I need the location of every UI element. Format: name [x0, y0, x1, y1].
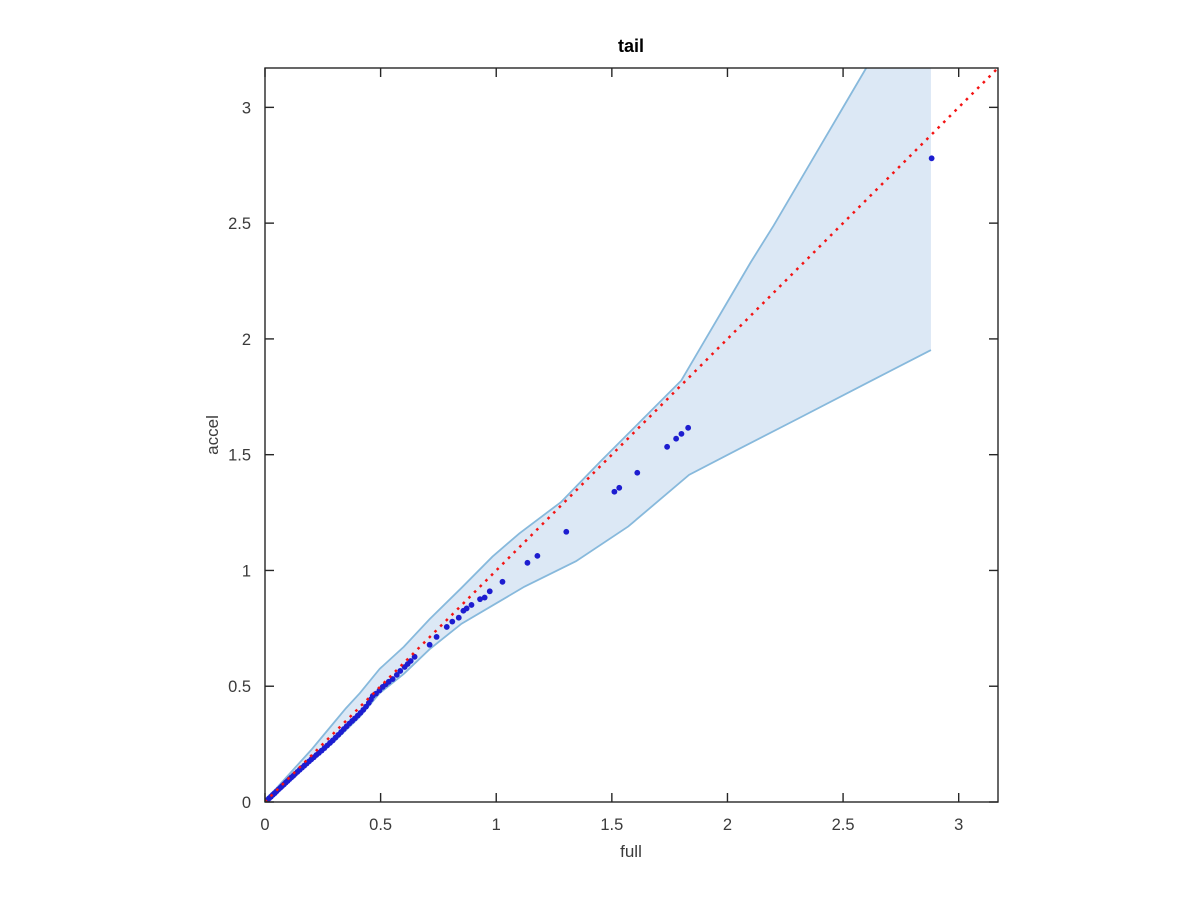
data-point: [534, 552, 541, 559]
data-point: [393, 671, 400, 678]
data-point: [433, 634, 440, 640]
data-point: [463, 605, 470, 612]
band-lower-edge: [265, 349, 932, 802]
reference-line: [265, 68, 998, 802]
data-point: [449, 618, 456, 625]
data-point: [524, 559, 531, 566]
data-point: [477, 596, 483, 603]
y-tick-label: 1.5: [228, 447, 251, 465]
data-point: [678, 430, 685, 437]
x-tick-label: 1: [492, 816, 501, 834]
data-point: [481, 594, 488, 601]
chart-title: tail: [618, 36, 644, 56]
data-point: [634, 469, 641, 476]
data-point: [685, 424, 692, 431]
band-fill: [265, 68, 931, 802]
band-upper-edge: [265, 68, 867, 801]
data-point: [468, 602, 475, 608]
y-tick-label: 0: [242, 794, 251, 812]
x-tick-label: 2: [723, 816, 732, 834]
axes-box: [264, 67, 999, 803]
x-tick-label: 0.5: [369, 816, 392, 834]
data-point: [611, 488, 618, 495]
y-tick-label: 0.5: [228, 678, 251, 696]
confidence-band: [265, 68, 932, 802]
x-tick-label: 0: [260, 816, 269, 834]
y-axis-label: accel: [203, 415, 222, 455]
x-axis-label: full: [620, 842, 642, 861]
tick-labels: 0 0.5 1 1.5 2 2.5 3 0 0.5 1 1.5 2 2.5 3: [228, 99, 963, 834]
data-point: [426, 641, 433, 648]
y-tick-label: 1: [242, 562, 251, 580]
y-tick-label: 3: [242, 99, 251, 117]
y-tick-label: 2: [242, 331, 251, 349]
x-tick-label: 2.5: [832, 816, 855, 834]
data-point: [673, 435, 680, 442]
data-point: [443, 624, 450, 630]
diagonal-reference-line: [265, 68, 998, 802]
data-point: [499, 578, 506, 585]
y-tick-label: 2.5: [228, 215, 251, 233]
data-point: [389, 676, 396, 682]
data-point: [407, 658, 414, 664]
x-tick-label: 1.5: [600, 816, 623, 834]
data-point: [563, 528, 570, 535]
data-point: [486, 588, 493, 595]
data-point: [455, 614, 462, 621]
plot-frame: [264, 67, 999, 803]
data-point: [664, 443, 671, 450]
data-point: [616, 484, 623, 491]
data-point: [928, 155, 935, 162]
data-point: [397, 668, 404, 674]
x-tick-label: 3: [954, 816, 963, 834]
